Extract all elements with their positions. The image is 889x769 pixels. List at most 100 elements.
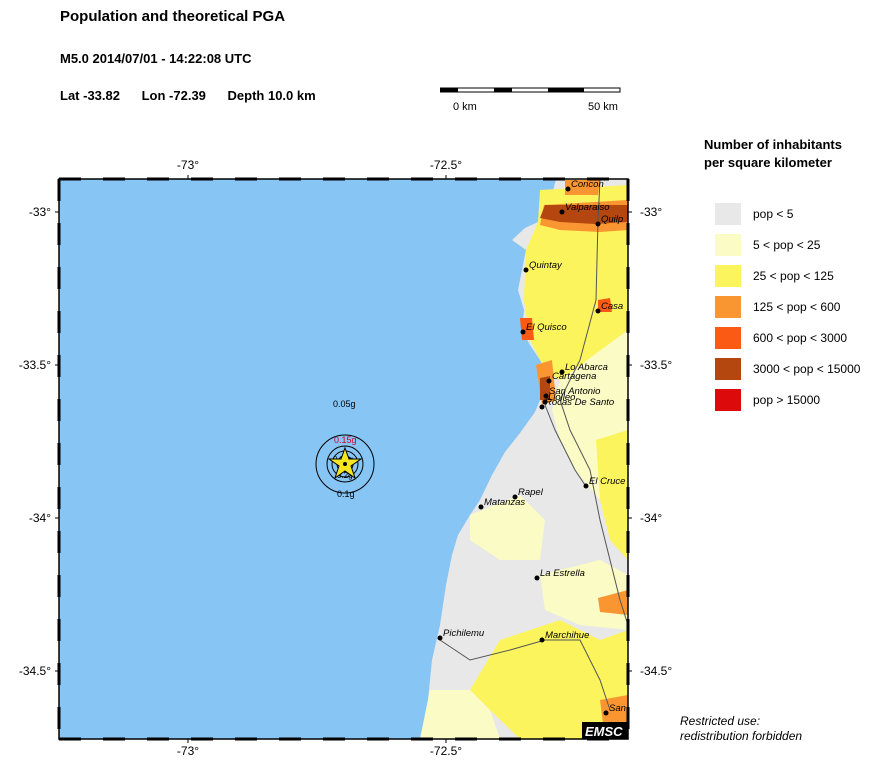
y-tick-label: -33° bbox=[29, 205, 51, 219]
legend-title-line1: Number of inhabitants bbox=[704, 137, 842, 152]
legend-item: 600 < pop < 3000 bbox=[704, 322, 884, 353]
road-line bbox=[439, 639, 611, 711]
pga-label: 0.2g bbox=[337, 471, 353, 480]
population-legend: Number of inhabitants per square kilomet… bbox=[704, 136, 884, 415]
city-label: Lo Abarca bbox=[565, 362, 608, 373]
map-title: Population and theoretical PGA bbox=[60, 8, 286, 25]
emsc-logo bbox=[582, 722, 628, 739]
depth-label: Depth 10.0 km bbox=[227, 88, 316, 103]
city-label: Valparaiso bbox=[565, 202, 610, 213]
city-label: El Quisco bbox=[526, 322, 567, 333]
city-label: Cartagena bbox=[552, 371, 596, 382]
legend-swatch bbox=[715, 388, 741, 411]
city-label: San bbox=[609, 703, 626, 714]
pga-label: 0.15g bbox=[334, 435, 357, 445]
population-map: 0.05g 0.15g 0.1g 0.25g 0.2g ConconValpar… bbox=[19, 158, 673, 758]
city-label: La Estrella bbox=[540, 568, 585, 579]
legend-item: 3000 < pop < 15000 bbox=[704, 353, 884, 384]
city-dot bbox=[565, 186, 571, 192]
city-label: El Cruce bbox=[589, 476, 625, 487]
city-dot bbox=[595, 308, 601, 314]
city-dot bbox=[478, 504, 484, 510]
y-tick-label: -33° bbox=[640, 205, 662, 219]
legend-label: 5 < pop < 25 bbox=[753, 237, 821, 252]
scale-bar: 0 km 50 km bbox=[440, 87, 621, 113]
legend-label: 600 < pop < 3000 bbox=[753, 330, 848, 345]
y-tick-label: -34° bbox=[640, 511, 662, 525]
y-axis-left: -33° -33.5° -34° -34.5° bbox=[19, 205, 59, 678]
legend-swatch bbox=[715, 233, 741, 256]
y-tick-label: -33.5° bbox=[640, 358, 672, 372]
x-tick-label: -73° bbox=[177, 158, 199, 172]
city-dot bbox=[603, 710, 609, 716]
legend-item: 25 < pop < 125 bbox=[704, 260, 884, 291]
legend-label: 25 < pop < 125 bbox=[753, 268, 834, 283]
legend-swatch bbox=[715, 295, 741, 318]
city-dot bbox=[583, 483, 589, 489]
y-tick-label: -34.5° bbox=[640, 664, 672, 678]
legend-items: pop < 5 5 < pop < 25 25 < pop < 125 125 < p… bbox=[704, 198, 884, 415]
city-dot bbox=[539, 637, 545, 643]
city-label: Llolleo bbox=[548, 392, 575, 403]
city-label: San Antonio bbox=[549, 386, 600, 397]
legend-swatch bbox=[715, 326, 741, 349]
latitude-label: Lat -33.82 bbox=[60, 88, 120, 103]
usage-note-line1: Restricted use: bbox=[680, 714, 761, 728]
longitude-label: Lon -72.39 bbox=[141, 88, 206, 103]
city-dot bbox=[512, 494, 518, 500]
city-dot bbox=[559, 209, 565, 215]
city-label: Concon bbox=[571, 179, 604, 190]
legend-label: 3000 < pop < 15000 bbox=[753, 361, 861, 376]
event-info: M5.0 2014/07/01 - 14:22:08 UTC bbox=[60, 51, 252, 66]
city-label: Pichilemu bbox=[443, 628, 485, 639]
legend-title-line2: per square kilometer bbox=[704, 155, 832, 170]
city-label: Quintay bbox=[529, 260, 563, 271]
y-tick-label: -34.5° bbox=[19, 664, 51, 678]
x-tick-label: -73° bbox=[177, 744, 199, 758]
x-tick-label: -72.5° bbox=[430, 744, 462, 758]
location-info: Lat -33.82 Lon -72.39 Depth 10.0 km bbox=[60, 88, 334, 103]
y-tick-label: -34° bbox=[29, 511, 51, 525]
legend-label: pop > 15000 bbox=[753, 392, 821, 407]
city-dot bbox=[520, 329, 526, 335]
y-tick-label: -33.5° bbox=[19, 358, 51, 372]
city-label: Marchihue bbox=[545, 630, 589, 641]
legend-item: pop > 15000 bbox=[704, 384, 884, 415]
city-dot bbox=[523, 267, 529, 273]
city-label: Rocas De Santo bbox=[545, 397, 614, 408]
city-label: Casa bbox=[601, 301, 623, 312]
y-axis-right: -33° -33.5° -34° -34.5° bbox=[628, 205, 672, 678]
city-dot bbox=[437, 635, 443, 641]
legend-label: pop < 5 bbox=[753, 206, 794, 221]
legend-swatch bbox=[715, 202, 741, 225]
emsc-logo-text: EMSC bbox=[585, 724, 623, 739]
pga-label: 0.05g bbox=[333, 399, 356, 409]
city-dot bbox=[546, 378, 552, 384]
legend-item: 5 < pop < 25 bbox=[704, 229, 884, 260]
city-dot bbox=[539, 404, 545, 410]
frame-ticks bbox=[57, 177, 630, 741]
city-label: Matanzas bbox=[484, 497, 525, 508]
legend-label: 125 < pop < 600 bbox=[753, 299, 841, 314]
road-line bbox=[559, 179, 628, 626]
city-dot bbox=[534, 575, 540, 581]
scale-right-label: 50 km bbox=[588, 101, 618, 113]
city-label: Rapel bbox=[518, 487, 544, 498]
x-axis-top: -73.5°-73°-72.5°-72°-71.5° bbox=[177, 158, 462, 179]
x-axis-bottom: -73.5°-73°-72.5°-72°-71.5° bbox=[177, 739, 462, 758]
usage-note-line2: redistribution forbidden bbox=[680, 729, 803, 743]
legend-swatch bbox=[715, 357, 741, 380]
legend-swatch bbox=[715, 264, 741, 287]
city-dot bbox=[542, 399, 548, 405]
scale-left-label: 0 km bbox=[453, 101, 477, 113]
x-tick-label: -72.5° bbox=[430, 158, 462, 172]
population-density-layer bbox=[420, 180, 628, 739]
city-label: Quilp bbox=[601, 214, 623, 225]
road-line bbox=[544, 404, 586, 486]
city-dot bbox=[543, 393, 549, 399]
pga-label: 0.1g bbox=[337, 489, 355, 499]
legend-item: pop < 5 bbox=[704, 198, 884, 229]
legend-item: 125 < pop < 600 bbox=[704, 291, 884, 322]
usage-note: Restricted use: redistribution forbidden bbox=[680, 714, 802, 744]
